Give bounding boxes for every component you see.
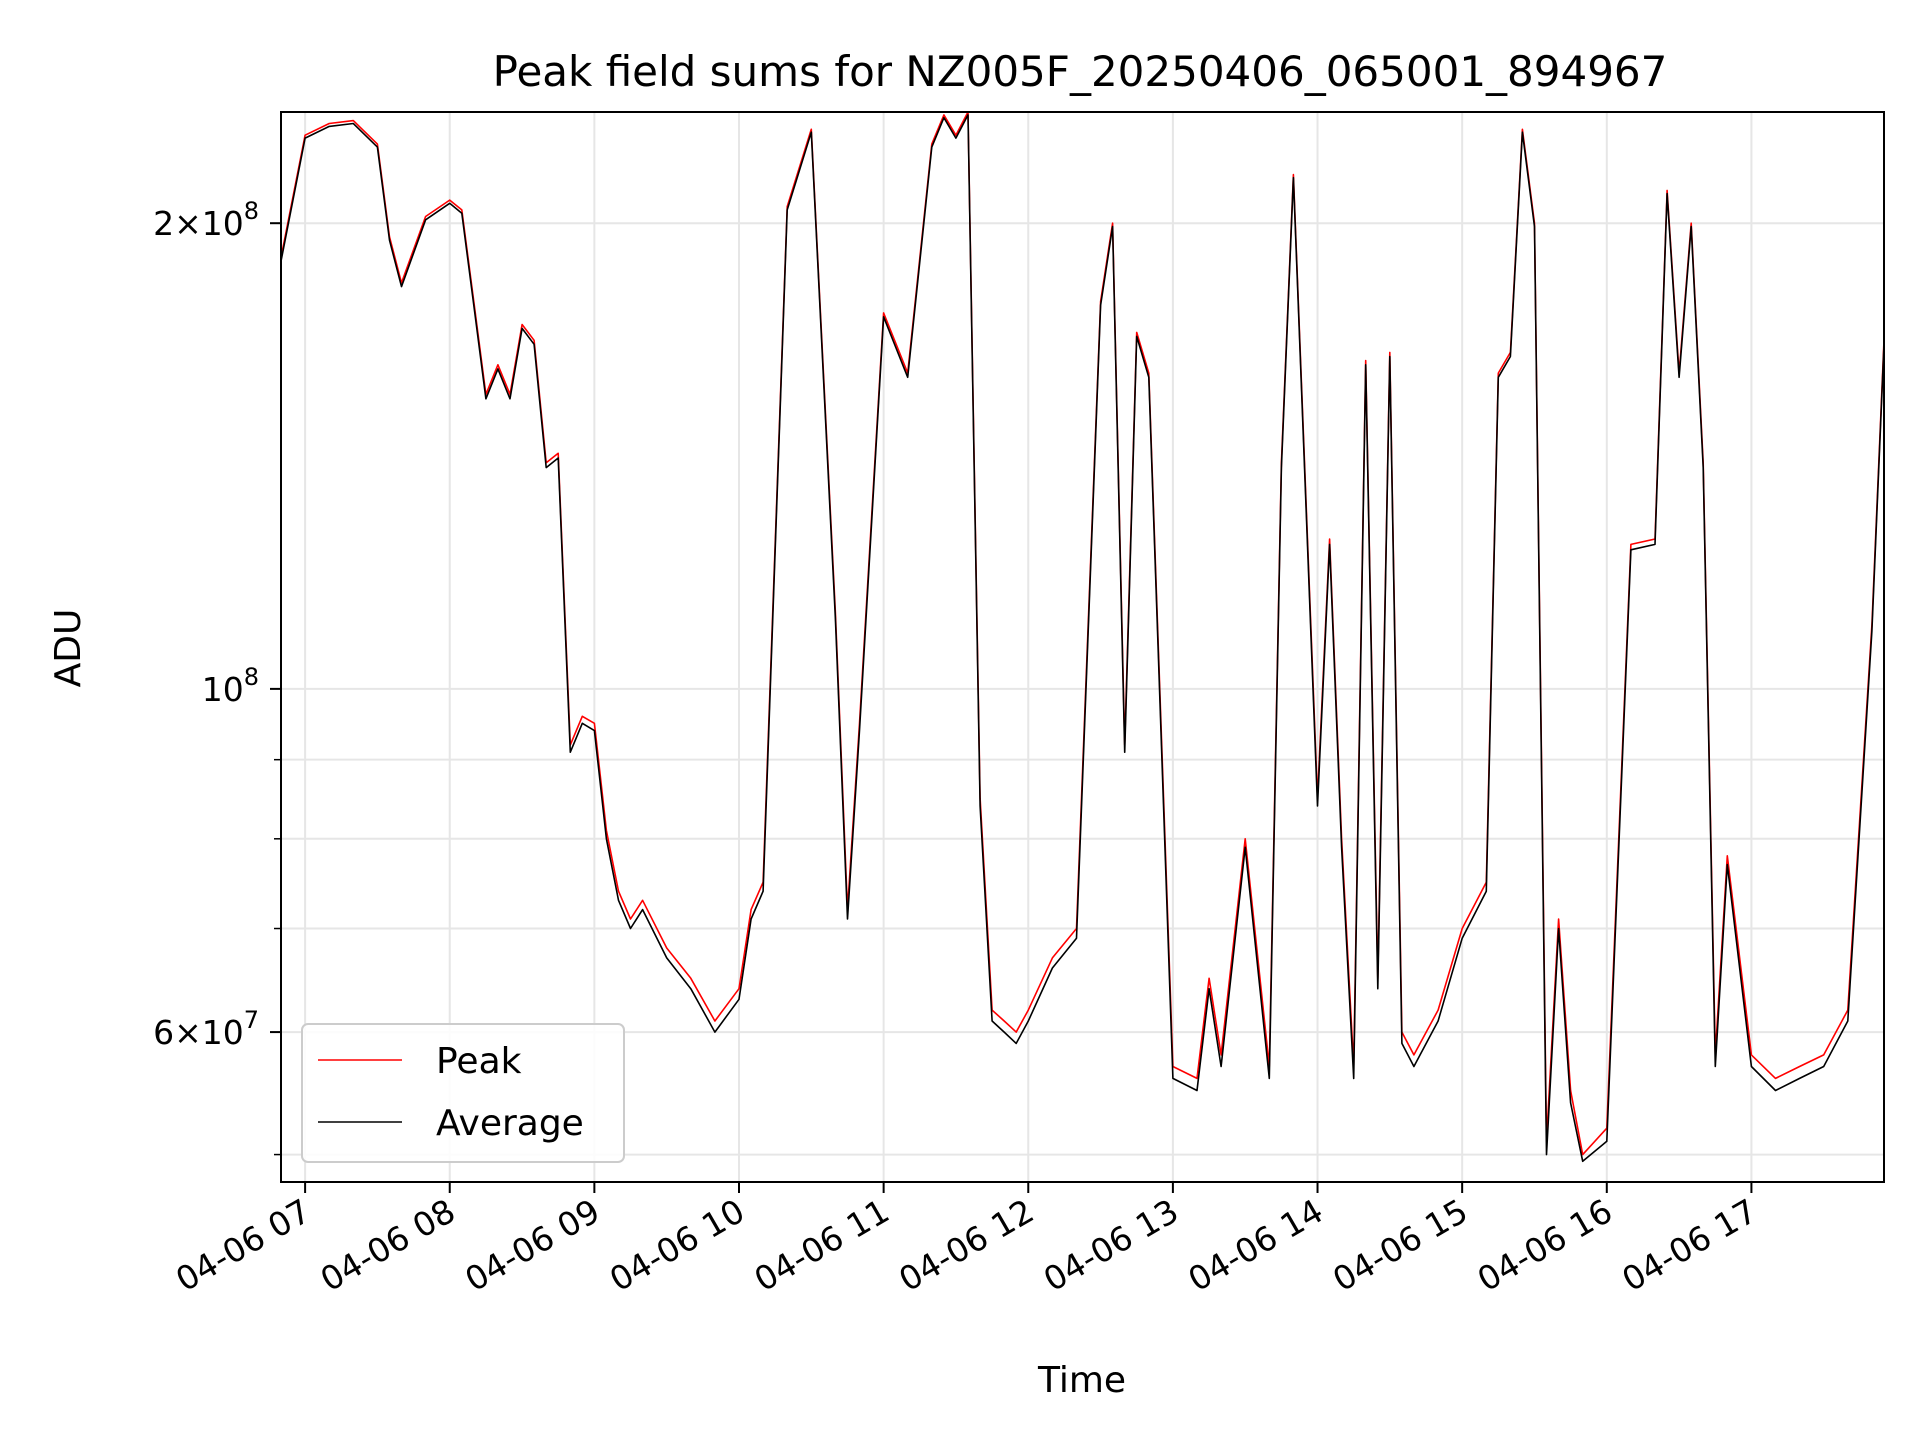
x-axis-label: Time (1037, 1360, 1126, 1401)
y-axis-label: ADU (48, 609, 89, 688)
x-tick-label: 04-06 14 (1182, 1191, 1330, 1299)
y-tick-label: 2×108 (153, 197, 259, 243)
x-tick-label: 04-06 12 (892, 1191, 1040, 1299)
y-tick-label: 108 (202, 663, 259, 709)
x-tick-label: 04-06 09 (458, 1191, 606, 1299)
y-tick-label: 6×107 (153, 1006, 259, 1052)
series-line-average (281, 114, 1884, 1163)
y-axis: 6×107 108 2×108 (153, 197, 281, 1156)
legend: Peak Average (301, 1023, 625, 1163)
x-tick-label: 04-06 17 (1615, 1191, 1763, 1299)
x-tick-label: 04-06 15 (1326, 1191, 1474, 1299)
x-tick-label: 04-06 08 (314, 1191, 462, 1299)
legend-label-peak: Peak (436, 1041, 522, 1082)
x-tick-label: 04-06 13 (1037, 1191, 1185, 1299)
series-line-peak (281, 112, 1884, 1156)
x-tick-label: 04-06 11 (748, 1191, 896, 1299)
grid (281, 112, 1884, 1182)
chart-title: Peak field sums for NZ005F_20250406_0650… (493, 47, 1668, 96)
legend-label-average: Average (436, 1103, 584, 1144)
x-tick-label: 04-06 10 (603, 1191, 751, 1299)
x-tick-label: 04-06 07 (169, 1191, 317, 1299)
x-tick-label: 04-06 16 (1471, 1191, 1619, 1299)
legend-box (301, 1023, 625, 1163)
plot-frame (280, 111, 1885, 1183)
series-layer (281, 112, 1884, 1163)
